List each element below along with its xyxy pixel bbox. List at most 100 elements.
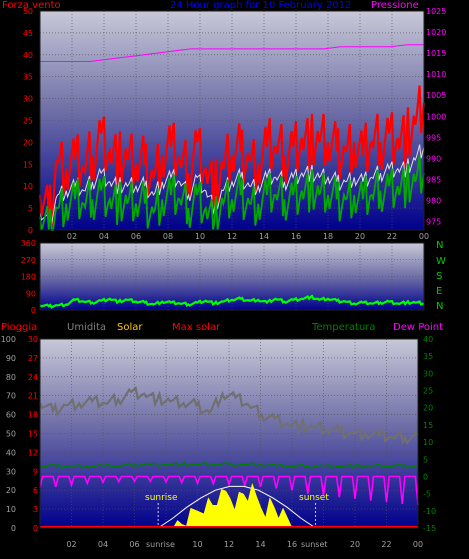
temp-x-tick: 16 (287, 540, 297, 549)
temp-x-tick: 14 (255, 540, 265, 549)
humidity-tick: 100 (1, 335, 16, 344)
temp-x-tick: 04 (98, 540, 108, 549)
pressure-right-tick: 1025 (426, 7, 446, 16)
humidity-line (39, 385, 419, 446)
temp-right-tick: 40 (423, 335, 433, 344)
sunset-x-label: sunset (301, 540, 328, 549)
wind-left-tick: 25 (23, 117, 33, 126)
temp-x-tick: 12 (224, 540, 234, 549)
temp-x-tick: 10 (192, 540, 202, 549)
humidity-tick: 90 (6, 354, 16, 363)
compass-n-top: N (436, 240, 443, 251)
wind-left-tick: 5 (28, 204, 33, 213)
wind-x-tick: 18 (323, 232, 333, 241)
rain-tick: 0 (33, 524, 38, 533)
compass-n-bottom: N (436, 301, 443, 312)
pressure-right-tick: 990 (426, 154, 441, 163)
humidity-tick: 50 (6, 430, 16, 439)
wind-x-tick: 22 (387, 232, 397, 241)
max-solar-line (157, 485, 316, 529)
pressure-right-tick: 975 (426, 218, 441, 227)
wind-axis-title: Forza vento (2, 0, 61, 11)
legend-temperatura: Temperatura (311, 322, 376, 333)
legend-pioggia: Pioggia (1, 322, 37, 333)
pressure-right-tick: 1000 (426, 112, 446, 121)
wind-x-tick: 06 (131, 232, 141, 241)
wind-left-tick: 0 (28, 226, 33, 235)
temp-right-tick: 0 (423, 472, 428, 481)
rain-tick: 21 (28, 392, 38, 401)
wind-x-tick: 02 (67, 232, 77, 241)
wind-x-tick: 08 (163, 232, 173, 241)
wind-left-tick: 40 (23, 51, 33, 60)
wind-x-tick: 20 (355, 232, 365, 241)
temp-x-tick: 20 (350, 540, 360, 549)
temp-panel-series (39, 385, 419, 529)
legend-umidita: Umidita (67, 322, 106, 333)
temp-panel-border (39, 338, 419, 529)
wind-left-tick: 30 (23, 95, 33, 104)
pressure-right-tick: 985 (426, 175, 441, 184)
pressure-line (40, 44, 424, 62)
humidity-tick: 0 (11, 524, 16, 533)
temp-x-tick: 00 (413, 540, 423, 549)
dir-left-tick: 90 (26, 289, 36, 298)
wind-left-tick: 45 (23, 29, 33, 38)
rain-tick: 27 (28, 354, 38, 363)
compass-s: S (436, 271, 442, 282)
pressure-right-tick: 1005 (426, 91, 446, 100)
compass-e: E (436, 286, 442, 297)
rain-tick: 30 (28, 335, 38, 344)
humidity-tick: 70 (6, 392, 16, 401)
sunrise-annotation: sunrise (145, 493, 178, 503)
wind-x-tick: 10 (195, 232, 205, 241)
wind-x-tick: 00 (419, 232, 429, 241)
humidity-tick: 60 (6, 411, 16, 420)
temp-right-tick: -15 (423, 524, 436, 533)
wind-left-tick: 10 (23, 182, 33, 191)
rain-tick: 9 (33, 467, 38, 476)
rain-tick: 3 (33, 505, 38, 514)
rain-tick: 15 (28, 430, 38, 439)
temp-right-tick: 5 (423, 455, 428, 464)
humidity-tick: 30 (6, 467, 16, 476)
temp-right-tick: 25 (423, 387, 433, 396)
rain-tick: 12 (28, 448, 38, 457)
temp-right-tick: 20 (423, 404, 433, 413)
wind-left-tick: 20 (23, 138, 33, 147)
compass-w: W (436, 256, 446, 267)
rain-tick: 6 (33, 486, 38, 495)
legend-dew-point: Dew Point (393, 322, 443, 333)
temp-right-tick: 10 (423, 438, 433, 447)
pressure-right-tick: 1015 (426, 49, 446, 58)
temp-right-tick: 30 (423, 369, 433, 378)
wind-panel-border (39, 10, 425, 231)
wind-average-line (39, 155, 425, 231)
dir-left-tick: 0 (31, 306, 36, 315)
humidity-tick: 10 (6, 505, 16, 514)
dir-left-tick: 180 (21, 273, 36, 282)
temp-right-tick: -10 (423, 507, 436, 516)
wind-direction-line (39, 294, 425, 309)
legend-solar: Solar (117, 322, 143, 333)
pressure-axis-title: Pressione (371, 0, 419, 11)
temp-right-tick: 15 (423, 421, 433, 430)
temp-x-tick: 22 (381, 540, 391, 549)
dir-panel-series (39, 294, 425, 309)
dir-left-tick: 270 (21, 256, 36, 265)
pressure-right-tick: 995 (426, 133, 441, 142)
wind-gust-line (38, 85, 426, 227)
temperature-line (39, 461, 419, 469)
humidity-tick: 80 (6, 373, 16, 382)
wind-panel-series (38, 44, 426, 231)
wind-x-tick: 04 (99, 232, 109, 241)
solar-area (172, 482, 301, 529)
sunrise-x-label: sunrise (146, 540, 175, 549)
axis-labels: 0510152025303540455097598098599099510001… (1, 7, 447, 549)
pressure-right-tick: 1020 (426, 28, 446, 37)
dir-panel-border (39, 242, 425, 311)
wind-x-tick: 14 (259, 232, 269, 241)
dew-point-line (39, 475, 419, 506)
